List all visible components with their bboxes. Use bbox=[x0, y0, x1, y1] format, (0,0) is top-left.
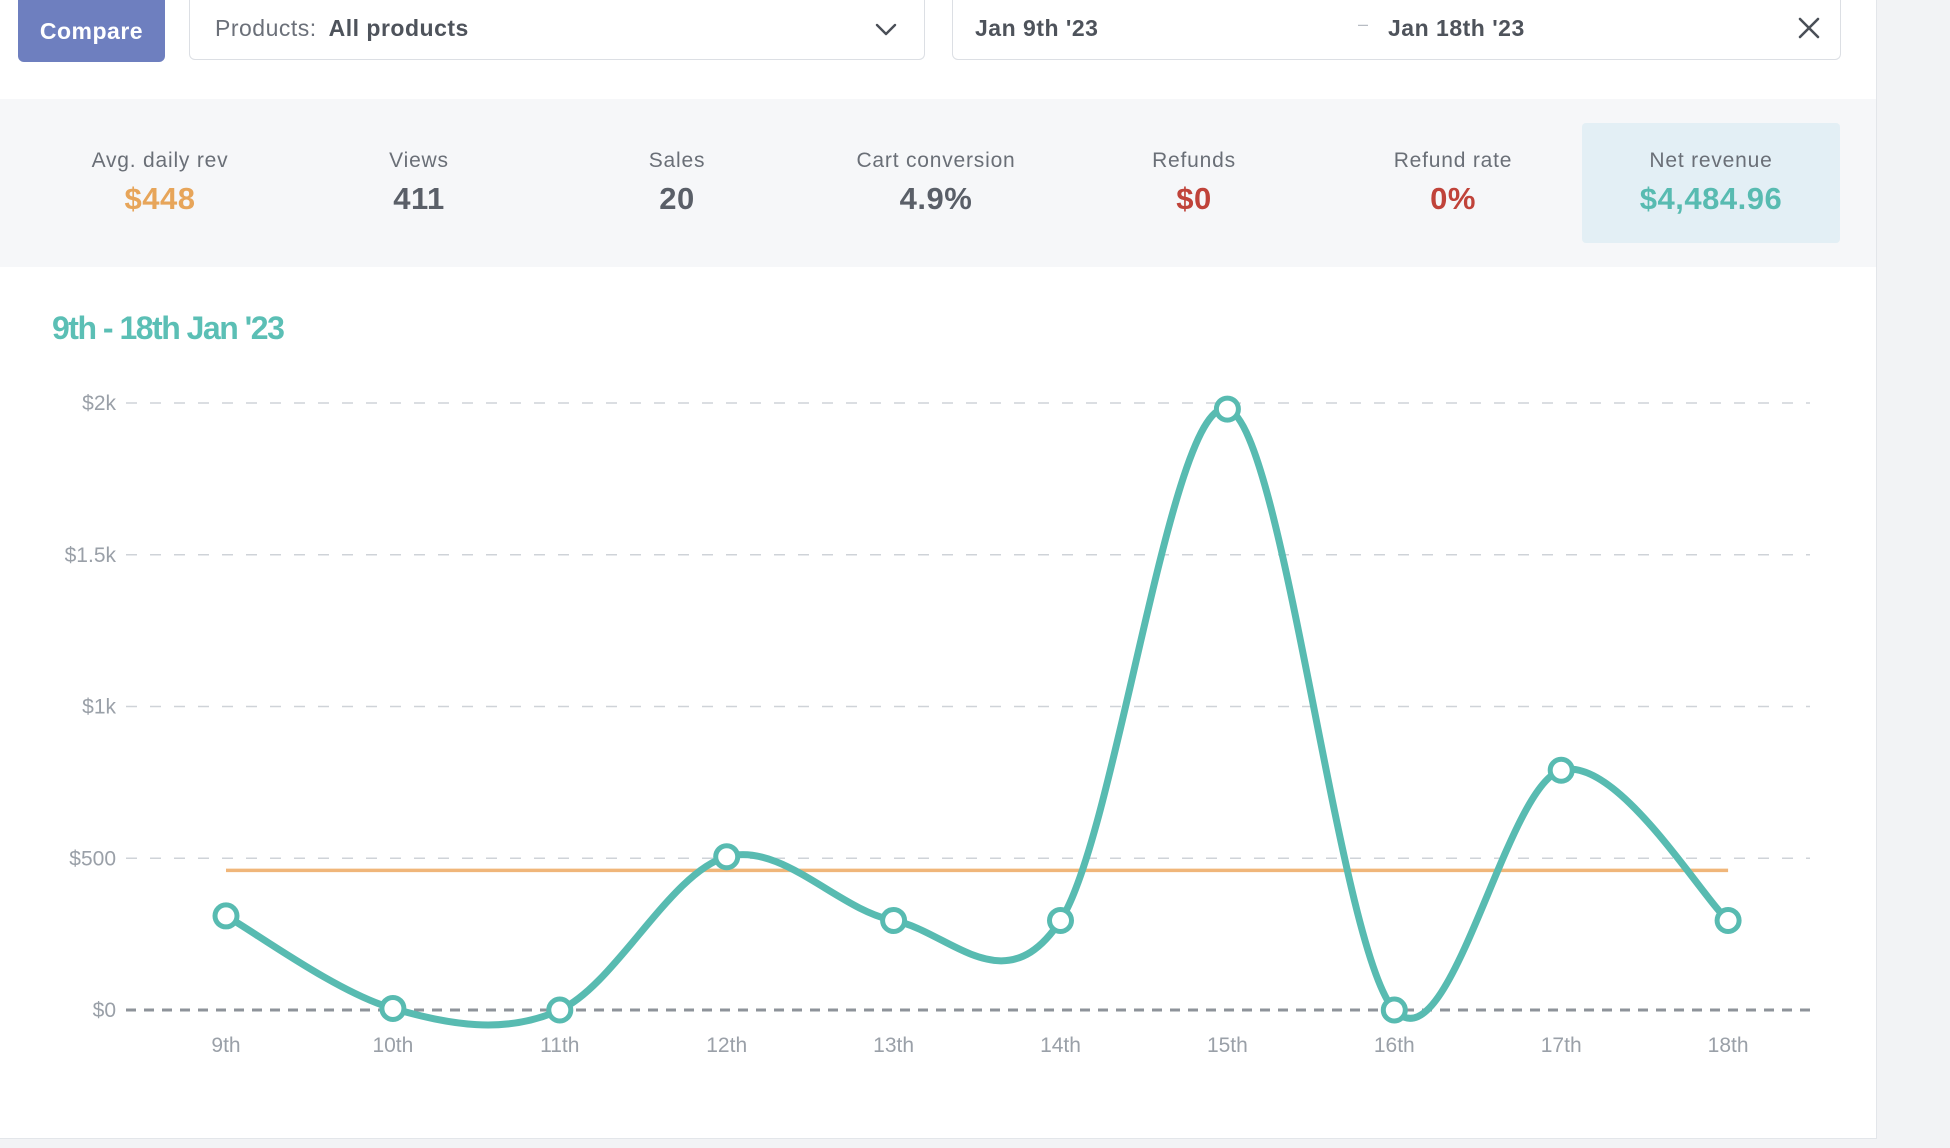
filter-toolbar: Compare Products: All products Jan 9th '… bbox=[0, 0, 1876, 98]
data-point[interactable] bbox=[1047, 906, 1074, 934]
x-tick-label: 17th bbox=[1541, 1034, 1582, 1057]
data-point[interactable] bbox=[1213, 395, 1241, 423]
stat-label: Refunds bbox=[1152, 149, 1236, 172]
y-tick-label: $2k bbox=[82, 392, 116, 415]
x-tick-label: 9th bbox=[211, 1034, 240, 1057]
x-tick-label: 15th bbox=[1207, 1034, 1248, 1057]
products-select[interactable]: Products: All products bbox=[189, 0, 925, 60]
x-tick-label: 11th bbox=[540, 1034, 579, 1057]
x-tick-label: 16th bbox=[1374, 1034, 1415, 1057]
data-point[interactable] bbox=[1380, 996, 1408, 1024]
stat-avg-daily-rev[interactable]: Avg. daily rev $448 bbox=[31, 123, 289, 243]
close-icon[interactable] bbox=[1796, 15, 1822, 41]
y-tick-label: $0 bbox=[93, 999, 116, 1022]
revenue-line-chart: $0 $500 $1k $1.5k $2k 9th 10th 11th 12th 13th 14th… bbox=[65, 392, 1810, 1057]
x-tick-label: 14th bbox=[1040, 1034, 1081, 1057]
stat-label: Avg. daily rev bbox=[91, 149, 229, 172]
stat-value: 20 bbox=[659, 181, 695, 216]
stat-value: 411 bbox=[393, 181, 445, 216]
y-tick-label: $1.5k bbox=[65, 544, 117, 567]
chevron-down-icon bbox=[875, 23, 897, 36]
data-point[interactable] bbox=[1547, 756, 1575, 784]
stat-views[interactable]: Views 411 bbox=[290, 123, 548, 243]
stat-sales[interactable]: Sales 20 bbox=[548, 123, 806, 243]
date-range-picker: Jan 9th '23 – Jan 18th '23 bbox=[952, 0, 1841, 60]
stat-label: Sales bbox=[648, 149, 706, 172]
stat-value: $0 bbox=[1176, 181, 1212, 216]
x-tick-label: 18th bbox=[1708, 1034, 1749, 1057]
stat-value: $4,484.96 bbox=[1639, 181, 1783, 216]
stat-value: 0% bbox=[1430, 181, 1476, 216]
products-select-label: Products: bbox=[215, 15, 317, 41]
x-tick-label: 12th bbox=[706, 1034, 747, 1057]
x-tick-label: 10th bbox=[372, 1034, 413, 1057]
date-range-separator: – bbox=[1358, 14, 1369, 34]
y-tick-label: $500 bbox=[69, 847, 116, 870]
data-point[interactable] bbox=[713, 843, 741, 871]
y-tick-label: $1k bbox=[82, 696, 116, 719]
stat-net-revenue[interactable]: Net revenue $4,484.96 bbox=[1582, 123, 1840, 243]
revenue-series-line bbox=[222, 405, 1732, 1029]
data-point[interactable] bbox=[880, 906, 908, 934]
date-start-input[interactable]: Jan 9th '23 bbox=[975, 15, 1099, 41]
stat-label: Refund rate bbox=[1393, 149, 1513, 172]
stat-value: $448 bbox=[124, 181, 196, 216]
stat-label: Cart conversion bbox=[856, 149, 1016, 172]
stats-bar: Avg. daily rev $448 Views 411 Sales 20 C… bbox=[0, 99, 1876, 267]
stat-label: Net revenue bbox=[1649, 149, 1773, 172]
date-end-input[interactable]: Jan 18th '23 bbox=[1388, 15, 1525, 41]
x-tick-label: 13th bbox=[873, 1034, 914, 1057]
data-point[interactable] bbox=[1714, 906, 1742, 934]
stat-refunds[interactable]: Refunds $0 bbox=[1065, 123, 1323, 243]
stat-cart-conversion[interactable]: Cart conversion 4.9% bbox=[807, 123, 1065, 243]
compare-button[interactable]: Compare bbox=[18, 0, 165, 62]
stat-refund-rate[interactable]: Refund rate 0% bbox=[1324, 123, 1582, 243]
products-select-value: All products bbox=[328, 15, 469, 41]
stat-value: 4.9% bbox=[899, 181, 973, 216]
chart-title: 9th - 18th Jan '23 bbox=[52, 310, 285, 346]
data-point[interactable] bbox=[212, 902, 240, 930]
stat-label: Views bbox=[389, 149, 449, 172]
analytics-panel: Compare Products: All products Jan 9th '… bbox=[0, 0, 1877, 1139]
page-gutter bbox=[1877, 0, 1950, 1148]
data-point[interactable] bbox=[379, 994, 407, 1022]
data-point[interactable] bbox=[546, 996, 574, 1024]
